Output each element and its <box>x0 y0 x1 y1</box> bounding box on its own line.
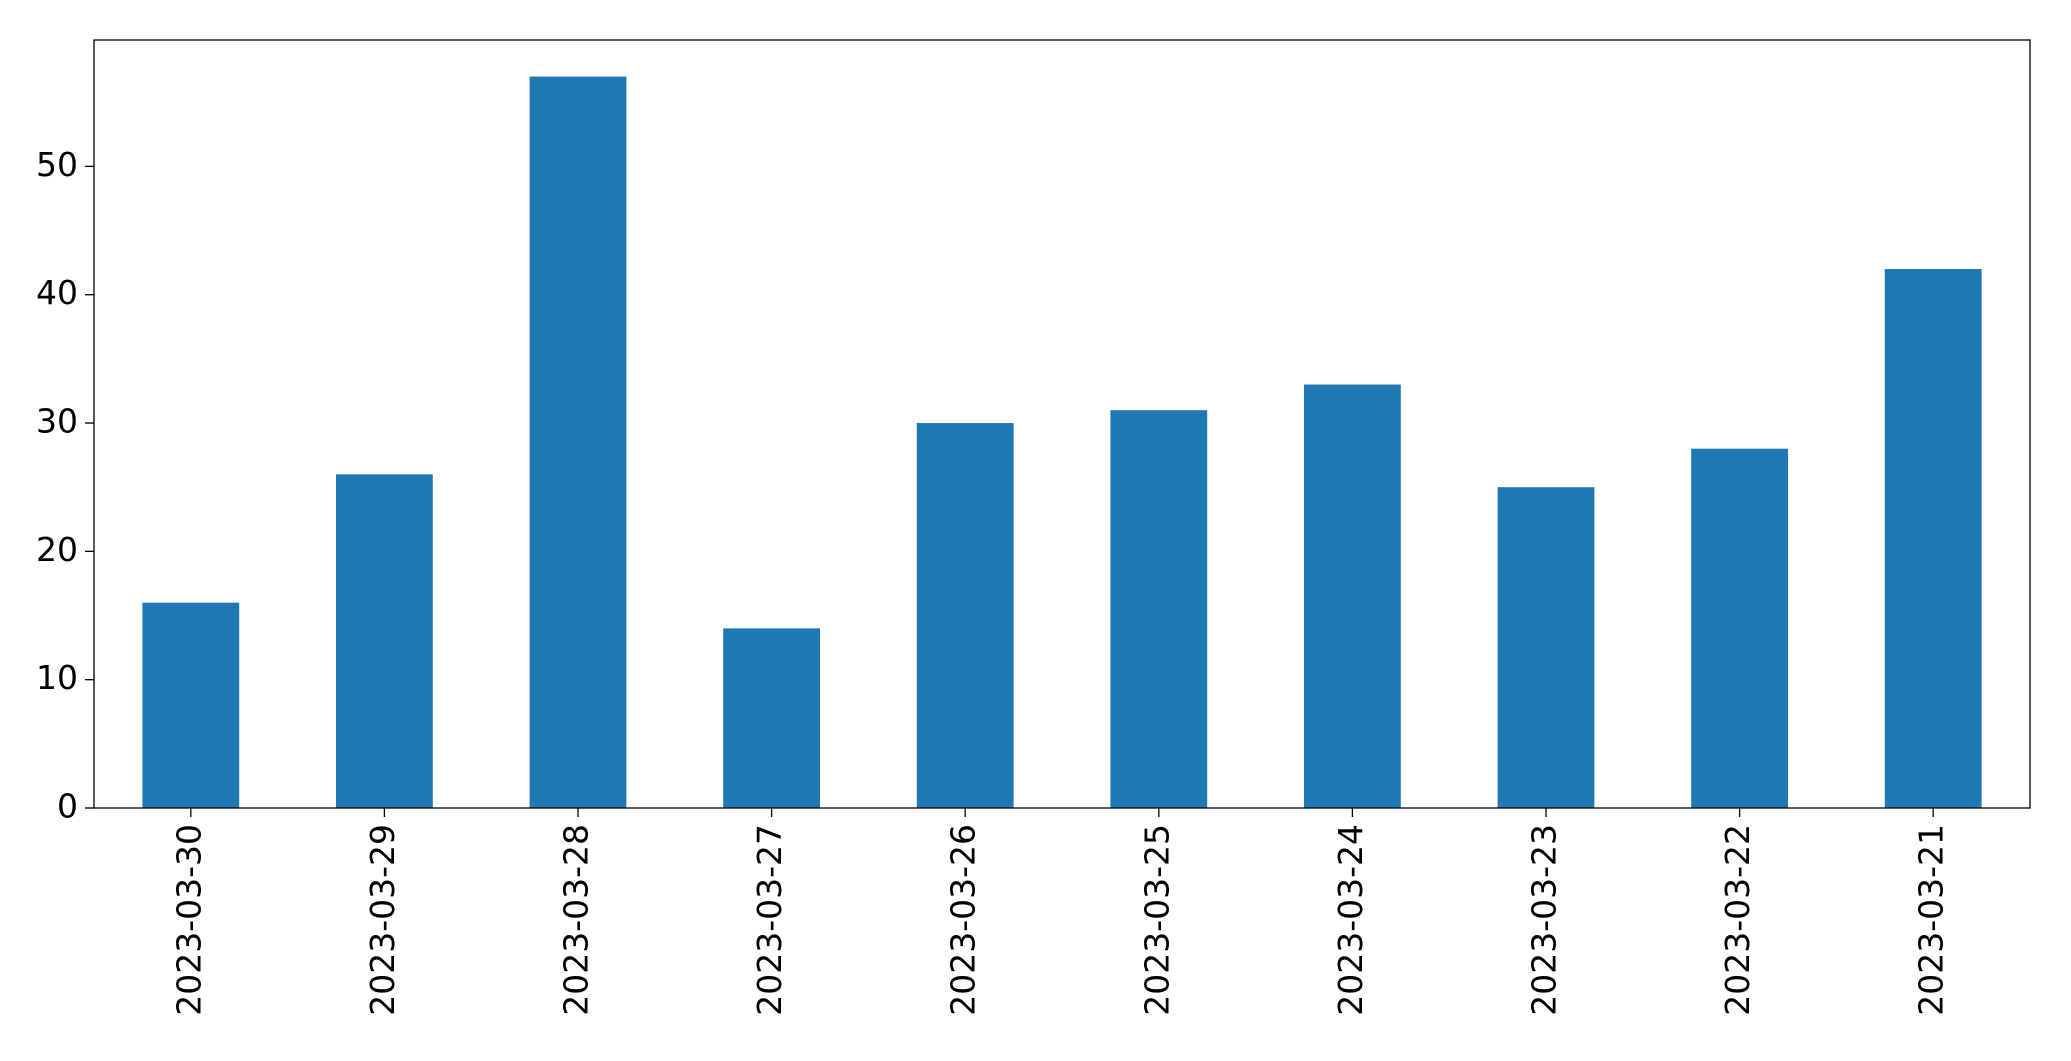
x-tick-label: 2023-03-29 <box>363 824 402 1016</box>
x-tick-label: 2023-03-24 <box>1331 824 1370 1016</box>
bar <box>336 474 433 808</box>
bar <box>142 602 240 808</box>
x-tick-label: 2023-03-25 <box>1137 824 1176 1016</box>
y-tick-label: 20 <box>36 530 78 569</box>
bar <box>723 628 820 808</box>
x-tick-label: 2023-03-30 <box>169 824 208 1016</box>
plot-frame <box>93 39 2031 809</box>
x-tick-label: 2023-03-23 <box>1525 824 1564 1016</box>
bar <box>1691 448 1788 808</box>
y-tick-label: 30 <box>36 402 78 441</box>
bar <box>1884 269 1982 809</box>
bar <box>916 423 1014 808</box>
y-tick-label: 50 <box>36 145 78 184</box>
x-tick-label: 2023-03-22 <box>1718 824 1757 1016</box>
x-tick-label: 2023-03-21 <box>1912 824 1951 1016</box>
x-tick-label: 2023-03-26 <box>944 824 983 1016</box>
y-tick-label: 0 <box>57 787 78 826</box>
x-tick-label: 2023-03-28 <box>557 824 596 1016</box>
bar <box>1304 384 1401 808</box>
bar <box>529 76 627 809</box>
x-tick-label: 2023-03-27 <box>750 824 789 1016</box>
y-tick-label: 40 <box>36 273 78 312</box>
bar <box>1110 410 1208 808</box>
y-tick-label: 10 <box>36 658 78 697</box>
bar <box>1497 487 1595 808</box>
